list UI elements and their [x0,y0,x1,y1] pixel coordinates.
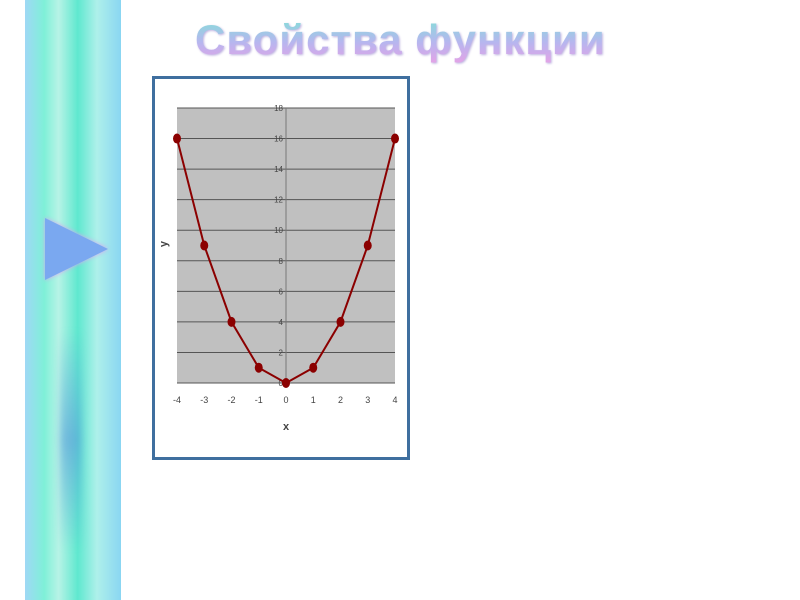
x-tick-label: -4 [173,395,181,405]
y-tick-label: 14 [274,165,283,174]
y-axis-label: y [158,240,170,247]
data-point [309,362,318,373]
y-tick-label: 8 [279,257,284,266]
slide-title: Свойства функции [195,16,606,63]
x-tick-label: 4 [392,395,397,405]
x-tick-label: -1 [255,395,263,405]
data-point [200,240,209,251]
y-tick-label: 10 [274,226,283,235]
x-tick-label: -2 [227,395,235,405]
y-tick-label: 6 [279,287,284,296]
y-tick-label: 4 [279,318,284,327]
decorative-side-strip [25,0,121,600]
data-point [363,240,372,251]
y-tick-label: 2 [279,348,284,357]
triangle-arrow-icon [45,218,108,280]
data-point [227,316,236,327]
x-tick-label: -3 [200,395,208,405]
x-tick-label: 0 [283,395,288,405]
data-point [282,378,290,388]
x-tick-label: 3 [365,395,370,405]
y-tick-label: 0 [279,379,284,388]
data-point [254,362,263,373]
y-tick-label: 16 [274,135,283,144]
data-point [391,133,399,144]
x-axis-label: x [283,421,290,433]
x-tick-label: 2 [338,395,343,405]
y-tick-label: 12 [274,196,283,205]
data-point [173,133,181,144]
x-tick-label: 1 [311,395,316,405]
y-tick-label: 18 [274,104,283,113]
data-point [336,316,345,327]
